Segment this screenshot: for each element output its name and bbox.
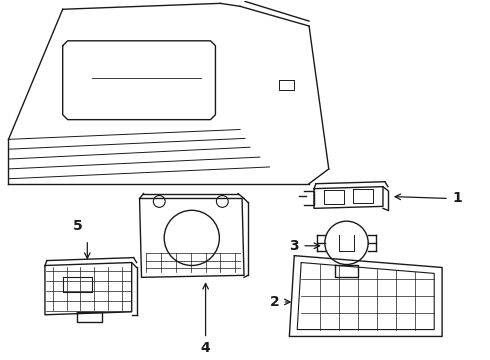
Text: 5: 5	[73, 219, 82, 233]
Text: 3: 3	[290, 239, 299, 253]
Text: 2: 2	[270, 295, 279, 309]
Text: 4: 4	[201, 341, 211, 355]
Text: 1: 1	[452, 192, 462, 206]
